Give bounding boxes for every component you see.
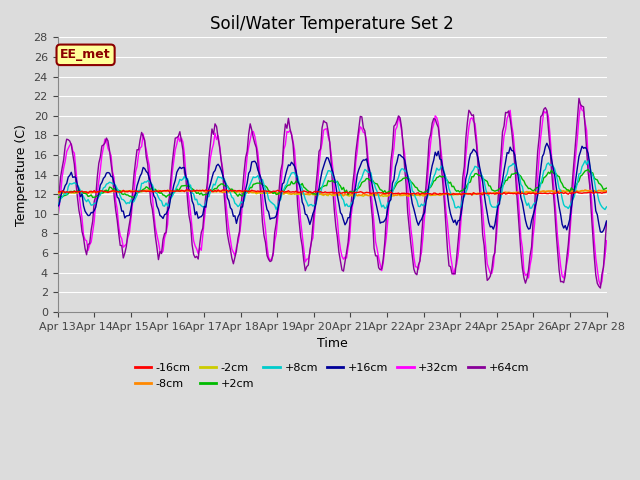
+2cm (121, 191, 129, 197)
+16cm (121, 215, 129, 221)
+32cm (572, 151, 580, 156)
-8cm (294, 190, 301, 196)
+8cm (54, 200, 61, 206)
-8cm (54, 190, 61, 195)
+64cm (596, 285, 604, 291)
+8cm (603, 204, 611, 210)
+2cm (54, 195, 61, 201)
-2cm (236, 189, 243, 195)
X-axis label: Time: Time (317, 337, 348, 350)
+8cm (294, 173, 301, 179)
Title: Soil/Water Temperature Set 2: Soil/Water Temperature Set 2 (210, 15, 454, 33)
+64cm (572, 135, 580, 141)
+32cm (236, 232, 243, 238)
+16cm (54, 204, 61, 210)
-16cm (575, 190, 583, 196)
+8cm (218, 175, 225, 180)
+2cm (295, 181, 303, 187)
+64cm (294, 202, 301, 207)
+32cm (121, 243, 129, 249)
+16cm (543, 140, 550, 146)
+64cm (245, 131, 253, 137)
-8cm (245, 191, 253, 196)
-8cm (218, 189, 225, 195)
+2cm (573, 180, 581, 186)
+16cm (603, 218, 611, 224)
Y-axis label: Temperature (C): Temperature (C) (15, 124, 28, 226)
-2cm (54, 191, 61, 196)
Line: -8cm: -8cm (58, 190, 607, 196)
-8cm (581, 187, 589, 193)
-2cm (603, 188, 611, 193)
-2cm (575, 189, 583, 194)
Line: +32cm: +32cm (58, 105, 607, 285)
+64cm (121, 250, 129, 256)
+2cm (129, 195, 136, 201)
-8cm (573, 189, 581, 194)
Line: -2cm: -2cm (58, 190, 607, 196)
+8cm (584, 158, 592, 164)
-16cm (184, 187, 191, 193)
-16cm (121, 189, 129, 194)
+16cm (218, 167, 225, 173)
+32cm (245, 144, 253, 150)
-2cm (349, 193, 356, 199)
-16cm (237, 188, 245, 194)
+32cm (577, 102, 584, 108)
+32cm (54, 217, 61, 223)
Line: -16cm: -16cm (58, 190, 607, 195)
-2cm (245, 190, 253, 195)
-8cm (603, 188, 611, 194)
Legend: -16cm, -8cm, -2cm, +2cm, +8cm, +16cm, +32cm, +64cm: -16cm, -8cm, -2cm, +2cm, +8cm, +16cm, +3… (131, 359, 534, 393)
-8cm (404, 193, 412, 199)
Line: +64cm: +64cm (58, 98, 607, 288)
+32cm (218, 156, 225, 162)
+2cm (246, 184, 254, 190)
+2cm (584, 167, 592, 172)
-16cm (295, 190, 303, 195)
+2cm (237, 192, 245, 198)
-2cm (218, 188, 225, 193)
Line: +2cm: +2cm (58, 169, 607, 198)
+8cm (572, 186, 580, 192)
+2cm (219, 181, 227, 187)
-2cm (121, 188, 129, 194)
+16cm (573, 164, 581, 170)
-16cm (468, 192, 476, 198)
+64cm (218, 157, 225, 163)
+16cm (236, 211, 243, 217)
+16cm (598, 229, 605, 235)
Text: EE_met: EE_met (60, 48, 111, 61)
-8cm (236, 189, 243, 194)
+8cm (236, 202, 243, 208)
+8cm (245, 185, 253, 191)
+32cm (294, 186, 301, 192)
-16cm (219, 187, 227, 193)
-2cm (564, 187, 572, 192)
+64cm (603, 220, 611, 226)
+8cm (601, 206, 609, 212)
-8cm (121, 189, 129, 195)
-2cm (294, 192, 301, 197)
Line: +8cm: +8cm (58, 161, 607, 209)
+8cm (121, 198, 129, 204)
-16cm (246, 189, 254, 194)
+64cm (575, 96, 583, 101)
-16cm (54, 189, 61, 194)
+2cm (603, 185, 611, 191)
+64cm (54, 207, 61, 213)
+32cm (596, 282, 604, 288)
+16cm (245, 170, 253, 176)
-16cm (603, 189, 611, 195)
+32cm (603, 238, 611, 243)
+64cm (236, 228, 243, 234)
+16cm (294, 178, 301, 184)
Line: +16cm: +16cm (58, 143, 607, 232)
